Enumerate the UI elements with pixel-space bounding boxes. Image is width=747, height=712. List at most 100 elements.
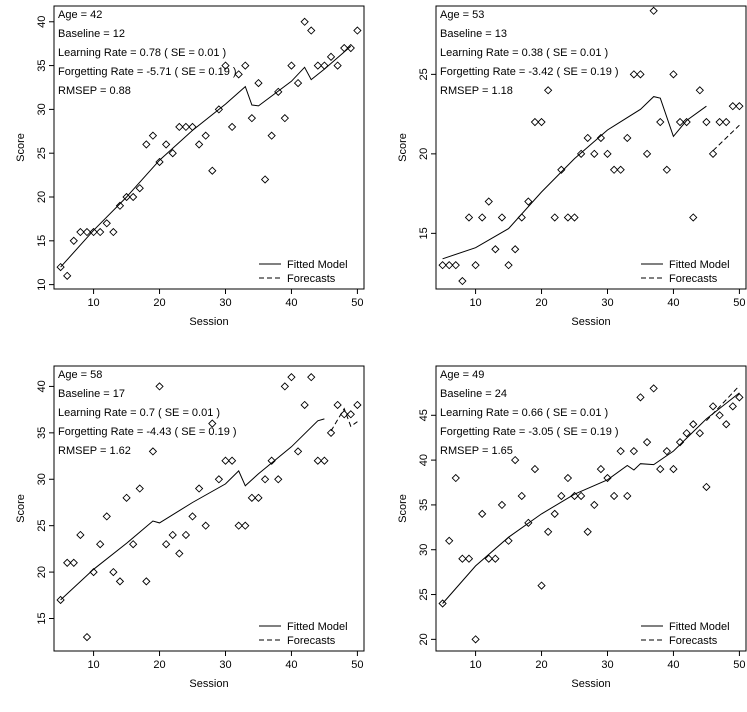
- forecast-line: [706, 385, 740, 422]
- data-point: [590, 500, 599, 510]
- panel-4: 10 20 30 40 50 20 25 30 35 40 45 Session Score Age = …: [397, 365, 747, 690]
- data-point: [254, 78, 263, 88]
- data-point: [82, 632, 92, 642]
- data-point: [227, 122, 237, 132]
- data-point: [148, 447, 158, 456]
- data-point: [320, 61, 329, 70]
- data-point: [623, 133, 632, 143]
- data-point: [96, 540, 105, 549]
- x-tick-label: 30: [219, 659, 231, 671]
- data-point: [76, 530, 85, 540]
- data-point: [656, 464, 665, 474]
- data-point: [715, 411, 724, 420]
- data-point: [109, 227, 118, 237]
- x-tick-label: 10: [87, 659, 99, 671]
- x-tick-label: 40: [285, 297, 297, 309]
- data-point: [234, 70, 243, 79]
- legend-forecast-label: Forecasts: [287, 635, 336, 647]
- y-tick-label: 10: [36, 278, 48, 290]
- panel-3: 10 20 30 40 50 15 20 25 30 35 40 Session Score Age = …: [15, 365, 365, 690]
- y-axis-label: Score: [15, 494, 27, 523]
- annotation-text: Learning Rate = 0.66 ( SE = 0.01 ): [440, 407, 608, 419]
- data-point: [563, 473, 573, 483]
- y-axis-label: Score: [397, 133, 409, 162]
- annotation-text: Forgetting Rate = -5.71 ( SE = 0.19 ): [58, 66, 237, 78]
- y-tick-label: 15: [36, 612, 48, 624]
- data-point: [181, 122, 191, 132]
- data-point: [649, 6, 658, 15]
- y-tick-label: 15: [418, 227, 430, 239]
- data-point: [735, 102, 744, 111]
- data-point: [214, 105, 224, 114]
- y-tick-label: 30: [36, 473, 48, 485]
- data-point: [722, 420, 731, 429]
- data-point: [438, 261, 447, 270]
- legend-fitted-label: Fitted Model: [669, 621, 730, 633]
- annotation-text: Baseline = 13: [440, 28, 507, 40]
- data-point: [517, 213, 526, 222]
- data-point: [267, 131, 276, 140]
- data-point: [340, 43, 349, 53]
- legend-fitted-label: Fitted Model: [669, 259, 730, 271]
- data-point: [596, 464, 606, 474]
- data-point: [537, 581, 546, 590]
- data-point: [267, 456, 276, 465]
- data-point: [543, 527, 553, 536]
- plot-frame: [435, 5, 747, 290]
- data-point: [537, 117, 546, 127]
- data-point: [708, 149, 718, 158]
- data-point: [570, 491, 579, 501]
- data-point: [484, 554, 493, 563]
- y-tick-label: 20: [36, 191, 48, 203]
- data-point: [194, 484, 204, 493]
- data-point: [254, 493, 263, 502]
- annotation-text: Learning Rate = 0.78 ( SE = 0.01 ): [58, 47, 226, 59]
- data-point: [320, 456, 329, 465]
- data-point: [504, 261, 513, 270]
- fitted-model-line: [60, 45, 352, 268]
- data-point: [102, 219, 111, 228]
- data-point: [201, 131, 210, 140]
- data-point: [129, 192, 138, 202]
- data-point: [69, 236, 78, 245]
- data-point: [642, 438, 652, 447]
- data-point: [313, 61, 322, 70]
- y-tick-label: 25: [36, 147, 48, 159]
- data-point: [313, 456, 322, 465]
- data-point: [702, 482, 711, 492]
- data-point: [695, 429, 704, 438]
- annotation-text: Age = 58: [58, 369, 102, 381]
- data-point: [135, 184, 144, 193]
- y-tick-label: 40: [418, 454, 430, 466]
- data-point: [247, 114, 257, 123]
- data-point: [557, 165, 566, 174]
- data-point: [451, 261, 460, 270]
- data-point: [89, 567, 98, 577]
- data-point: [142, 140, 151, 149]
- annotation-text: RMSEP = 1.62: [58, 445, 131, 457]
- data-point: [708, 402, 718, 411]
- data-point: [570, 213, 579, 222]
- plot-frame: [53, 5, 365, 290]
- data-point: [642, 149, 652, 158]
- fitted-model-line: [442, 96, 707, 260]
- data-point: [623, 491, 632, 501]
- data-point: [662, 447, 671, 456]
- data-point: [300, 400, 309, 410]
- data-point: [102, 512, 111, 521]
- data-point: [649, 384, 658, 393]
- data-point: [122, 192, 131, 202]
- data-point: [142, 577, 151, 586]
- data-point: [497, 500, 507, 510]
- data-point: [491, 554, 500, 563]
- data-point: [629, 70, 639, 79]
- data-point: [689, 420, 698, 429]
- annotation-text: Age = 42: [58, 9, 102, 21]
- x-tick-label: 50: [351, 659, 363, 671]
- data-point: [458, 276, 467, 286]
- data-point: [557, 491, 566, 501]
- x-tick-label: 20: [535, 659, 547, 671]
- data-point: [728, 402, 737, 411]
- y-tick-label: 40: [36, 16, 48, 28]
- data-point: [530, 464, 540, 474]
